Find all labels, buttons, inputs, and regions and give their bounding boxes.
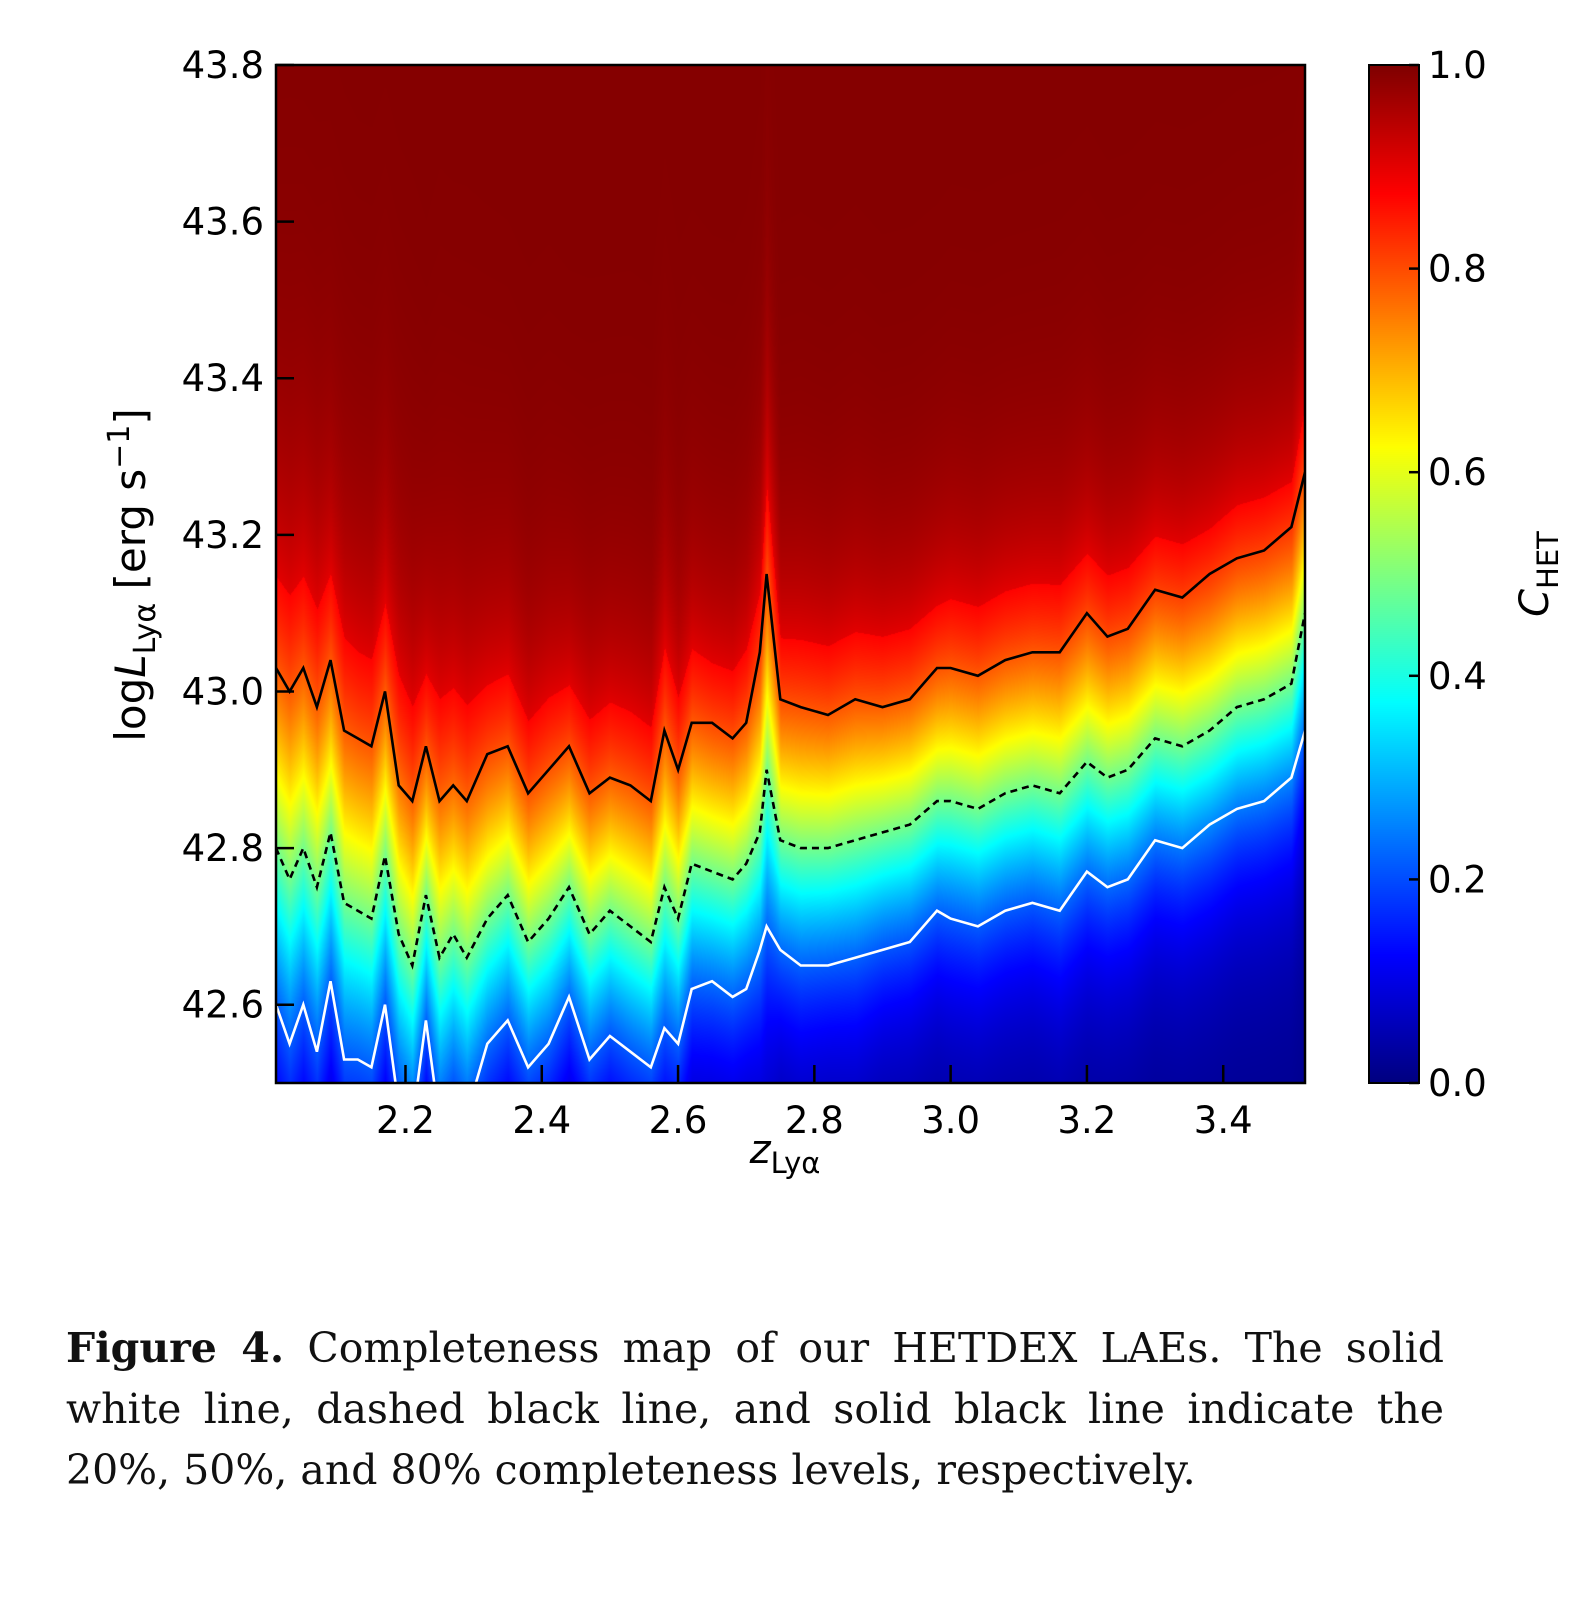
colorbar <box>1369 65 1419 1083</box>
y-tick-label: 43.2 <box>182 514 264 557</box>
plot-frame <box>274 63 1307 1085</box>
y-tick-label: 43.0 <box>182 670 264 713</box>
y-tick-label: 43.6 <box>182 201 264 244</box>
figure-caption: Figure 4. Completeness map of our HETDEX… <box>66 1318 1444 1501</box>
completeness-figure: 2.2 2.4 2.6 2.8 3.0 3.2 3.4 42.6 42.8 43.0 43.2 43… <box>102 44 1565 1180</box>
caption-text: Completeness map of our HETDEX LAEs. The… <box>66 1324 1444 1494</box>
colorbar-tick-label: 0.6 <box>1428 451 1487 494</box>
x-tick-label: 3.4 <box>1194 1099 1253 1142</box>
colorbar-tick-label: 0.8 <box>1428 248 1487 291</box>
colorbar-frame <box>1368 64 1420 1084</box>
y-tick-label: 43.4 <box>182 357 264 400</box>
contour-line-50pct <box>276 612 1305 970</box>
y-tick-label: 42.6 <box>182 984 264 1027</box>
caption-label: Figure 4. <box>66 1324 285 1372</box>
x-tick-label: 2.4 <box>512 1099 571 1142</box>
y-tick-label: 42.8 <box>182 827 264 870</box>
colorbar-tick-label: 1.0 <box>1428 44 1487 87</box>
y-axis-ticks: 42.6 42.8 43.0 43.2 43.4 43.6 43.8 <box>182 44 294 1027</box>
x-tick-label: 3.2 <box>1058 1099 1117 1142</box>
x-tick-label: 2.8 <box>785 1099 844 1142</box>
heatmap-image <box>276 65 1305 1083</box>
colorbar-tick-label: 0.0 <box>1428 1062 1487 1105</box>
colorbar-label: CHET <box>1512 531 1565 617</box>
x-tick-label: 2.2 <box>376 1099 435 1142</box>
colorbar-tick-label: 0.4 <box>1428 655 1487 698</box>
contour-lines <box>276 471 1305 1083</box>
x-axis-ticks: 2.2 2.4 2.6 2.8 3.0 3.2 3.4 <box>376 1065 1253 1142</box>
colorbar-tick-label: 0.2 <box>1428 858 1487 901</box>
colorbar-ticks: 0.0 0.2 0.4 0.6 0.8 1.0 <box>1409 44 1487 1105</box>
x-tick-label: 3.0 <box>921 1099 980 1142</box>
contour-line-80pct <box>276 471 1305 804</box>
x-axis-label: zLyα <box>749 1127 821 1180</box>
y-tick-label: 43.8 <box>182 44 264 87</box>
x-tick-label: 2.6 <box>649 1099 708 1142</box>
contour-line-20pct <box>276 730 1305 1083</box>
y-axis-label: logLLyα [erg s−1] <box>102 408 163 742</box>
